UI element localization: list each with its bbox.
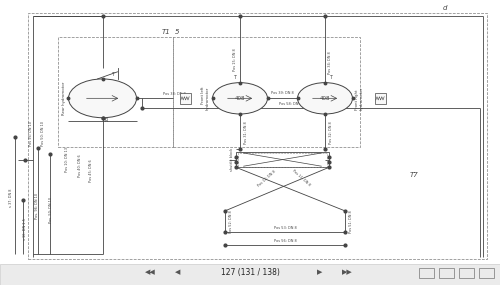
Text: ▶▶: ▶▶ [342, 269, 353, 275]
Text: Pos. 96: DN 10: Pos. 96: DN 10 [34, 193, 38, 219]
Text: Pos 52: DN 8: Pos 52: DN 8 [229, 210, 233, 233]
Bar [438, 268, 454, 278]
Text: shuttle block: shuttle block [230, 148, 234, 171]
Text: s 16: DN 1.5: s 16: DN 1.5 [24, 219, 28, 240]
Circle shape [68, 79, 136, 118]
Bar [180, 93, 190, 104]
Text: Pos 10: DN 13: Pos 10: DN 13 [66, 147, 70, 172]
Text: Pos. 50: DN 10: Pos. 50: DN 10 [49, 196, 53, 223]
Text: ◀: ◀ [175, 269, 180, 275]
Text: Pos 53: DN 8: Pos 53: DN 8 [274, 226, 296, 231]
Circle shape [298, 83, 352, 114]
Text: 408: 408 [235, 96, 245, 101]
Bar [418, 268, 434, 278]
Text: 408: 408 [320, 96, 330, 101]
Text: Rear hydromotor: Rear hydromotor [62, 82, 66, 115]
Text: 5: 5 [175, 29, 180, 35]
Text: Pos 15: DN 8: Pos 15: DN 8 [233, 48, 237, 71]
Text: T1: T1 [161, 29, 170, 35]
Text: ◀◀: ◀◀ [144, 269, 156, 275]
Text: Pos 38: DN 8: Pos 38: DN 8 [163, 92, 186, 96]
Text: Pos 40: DN 6: Pos 40: DN 6 [78, 154, 82, 177]
Text: Pos 34: DN 8: Pos 34: DN 8 [328, 51, 332, 74]
Bar [478, 268, 494, 278]
Text: Pos 50: DN 10: Pos 50: DN 10 [40, 121, 44, 146]
Text: Pos 96: DN 10: Pos 96: DN 10 [29, 121, 33, 146]
Text: T: T [329, 75, 332, 80]
Bar [0, 264, 500, 285]
Bar [28, 13, 487, 259]
Text: Pos 45: DN 6: Pos 45: DN 6 [90, 160, 94, 182]
Text: ▶: ▶ [318, 269, 322, 275]
Text: 127 (131 / 138): 127 (131 / 138) [220, 268, 280, 277]
Text: Front left
hydromotor: Front left hydromotor [202, 87, 210, 110]
Text: Pos 39: DN 8: Pos 39: DN 8 [271, 91, 294, 95]
Text: Pos 11: DN 8: Pos 11: DN 8 [291, 169, 310, 187]
Bar [458, 268, 473, 278]
Bar [172, 37, 360, 147]
Text: Pos 58: DN 8: Pos 58: DN 8 [278, 102, 301, 106]
Text: d: d [443, 5, 448, 11]
Text: s 37: DN 8: s 37: DN 8 [10, 189, 14, 207]
Text: Front right
hydromotor: Front right hydromotor [355, 87, 364, 110]
Bar [374, 93, 386, 104]
Bar [238, 153, 327, 166]
Text: Pos 12: DN 8: Pos 12: DN 8 [257, 169, 276, 187]
Bar [58, 37, 172, 147]
Text: Pos 56: DN 8: Pos 56: DN 8 [274, 239, 296, 243]
Text: Pos 51: DN 8: Pos 51: DN 8 [349, 210, 353, 233]
Bar [236, 152, 329, 167]
Text: R: R [104, 118, 108, 123]
Text: T7: T7 [410, 172, 419, 178]
Text: T: T [111, 72, 114, 77]
Text: Pos 31: DN 8: Pos 31: DN 8 [244, 121, 248, 144]
Text: T: T [233, 75, 236, 80]
Text: Pos 32: DN 8: Pos 32: DN 8 [329, 121, 333, 144]
Circle shape [212, 83, 268, 114]
